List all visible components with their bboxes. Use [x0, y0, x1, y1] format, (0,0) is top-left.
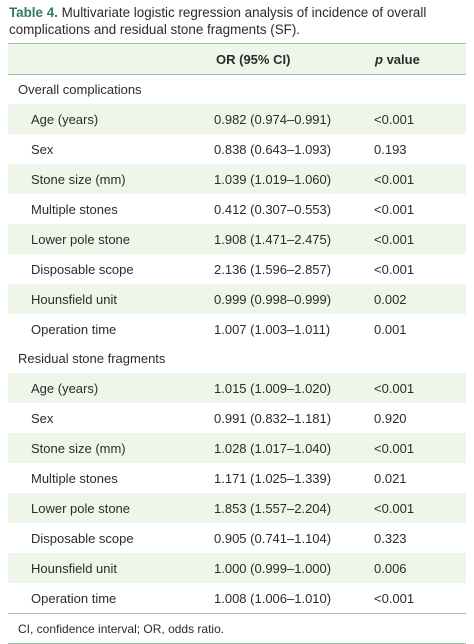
p-value-cell: <0.001 [374, 590, 415, 606]
or-cell: 1.039 (1.019–1.060) [214, 171, 332, 187]
table-row: Multiple stones 0.412 (0.307–0.553) <0.001 [8, 194, 466, 224]
variable-cell: Multiple stones [31, 201, 118, 217]
or-cell: 1.008 (1.006–1.010) [214, 590, 332, 606]
regression-table: OR (95% CI) p value Overall complication… [8, 43, 466, 644]
variable-cell: Age (years) [31, 111, 99, 127]
or-cell: 1.171 (1.025–1.339) [214, 470, 332, 486]
header-or: OR (95% CI) [216, 51, 291, 67]
p-value-cell: 0.920 [374, 410, 407, 426]
or-cell: 1.853 (1.557–2.204) [214, 500, 332, 516]
variable-cell: Stone size (mm) [31, 171, 126, 187]
variable-cell: Multiple stones [31, 470, 118, 486]
p-value-cell: <0.001 [374, 201, 415, 217]
variable-cell: Disposable scope [31, 530, 134, 546]
table-row: Stone size (mm) 1.028 (1.017–1.040) <0.001 [8, 433, 466, 463]
or-cell: 0.905 (0.741–1.104) [214, 530, 332, 546]
p-value-cell: 0.006 [374, 560, 407, 576]
table-row: Lower pole stone 1.853 (1.557–2.204) <0.00… [8, 493, 466, 523]
table-row: Disposable scope 0.905 (0.741–1.104) 0.323 [8, 523, 466, 553]
variable-cell: Operation time [31, 321, 117, 337]
p-value-cell: 0.002 [374, 291, 407, 307]
variable-cell: Lower pole stone [31, 500, 131, 516]
table-row: Multiple stones 1.171 (1.025–1.339) 0.021 [8, 463, 466, 493]
section-row: Residual stone fragments [8, 344, 466, 373]
variable-cell: Operation time [31, 590, 117, 606]
variable-cell: Hounsfield unit [31, 291, 117, 307]
p-value-cell: <0.001 [374, 380, 415, 396]
p-value-cell: <0.001 [374, 171, 415, 187]
or-cell: 0.991 (0.832–1.181) [214, 410, 332, 426]
variable-cell: Sex [31, 410, 54, 426]
table-row: Sex 0.991 (0.832–1.181) 0.920 [8, 403, 466, 433]
variable-cell: Lower pole stone [31, 231, 131, 247]
table-row: Stone size (mm) 1.039 (1.019–1.060) <0.001 [8, 164, 466, 194]
table-caption-text: Multivariate logistic regression analysi… [9, 5, 427, 37]
or-cell: 1.007 (1.003–1.011) [214, 321, 331, 337]
table-header-row: OR (95% CI) p value [8, 44, 466, 75]
header-p-rest: value [382, 51, 420, 67]
or-cell: 1.908 (1.471–2.475) [214, 231, 332, 247]
p-value-cell: <0.001 [374, 261, 415, 277]
table-row: Sex 0.838 (0.643–1.093) 0.193 [8, 134, 466, 164]
table-row: Disposable scope 2.136 (1.596–2.857) <0.00… [8, 254, 466, 284]
variable-cell: Disposable scope [31, 261, 134, 277]
or-cell: 0.982 (0.974–0.991) [214, 111, 332, 127]
table-body: Overall complications Age (years) 0.982 (0… [8, 75, 466, 613]
table-row: Lower pole stone 1.908 (1.471–2.475) <0.00… [8, 224, 466, 254]
table-footer-row: CI, confidence interval; OR, odds ratio. [8, 613, 466, 644]
section-row: Overall complications [8, 75, 466, 104]
variable-cell: Hounsfield unit [31, 560, 117, 576]
or-cell: 1.028 (1.017–1.040) [214, 440, 332, 456]
table-row: Age (years) 1.015 (1.009–1.020) <0.001 [8, 373, 466, 403]
p-value-cell: 0.001 [374, 321, 407, 337]
variable-cell: Stone size (mm) [31, 440, 126, 456]
or-cell: 0.999 (0.998–0.999) [214, 291, 332, 307]
section-title: Residual stone fragments [18, 351, 166, 366]
p-value-cell: <0.001 [374, 231, 415, 247]
table-row: Age (years) 0.982 (0.974–0.991) <0.001 [8, 104, 466, 134]
section-title: Overall complications [18, 82, 142, 97]
variable-cell: Sex [31, 141, 54, 157]
p-value-cell: <0.001 [374, 440, 415, 456]
or-cell: 1.000 (0.999–1.000) [214, 560, 332, 576]
p-value-cell: 0.193 [374, 141, 407, 157]
or-cell: 2.136 (1.596–2.857) [214, 261, 332, 277]
p-value-cell: 0.021 [374, 470, 407, 486]
table-row: Operation time 1.008 (1.006–1.010) <0.001 [8, 583, 466, 613]
variable-cell: Age (years) [31, 380, 99, 396]
header-p-italic: p [375, 51, 383, 67]
table-row: Hounsfield unit 0.999 (0.998–0.999) 0.002 [8, 284, 466, 314]
table-footnote: CI, confidence interval; OR, odds ratio. [18, 621, 225, 636]
or-cell: 0.412 (0.307–0.553) [214, 201, 332, 217]
header-p-value: p value [375, 44, 420, 74]
or-cell: 1.015 (1.009–1.020) [214, 380, 332, 396]
table-row: Operation time 1.007 (1.003–1.011) 0.001 [8, 314, 466, 344]
or-cell: 0.838 (0.643–1.093) [214, 141, 332, 157]
table-caption: Table 4. Multivariate logistic regressio… [9, 4, 467, 38]
p-value-cell: <0.001 [374, 111, 415, 127]
table-label: Table 4. [9, 5, 58, 20]
table-row: Hounsfield unit 1.000 (0.999–1.000) 0.006 [8, 553, 466, 583]
p-value-cell: 0.323 [374, 530, 407, 546]
p-value-cell: <0.001 [374, 500, 415, 516]
